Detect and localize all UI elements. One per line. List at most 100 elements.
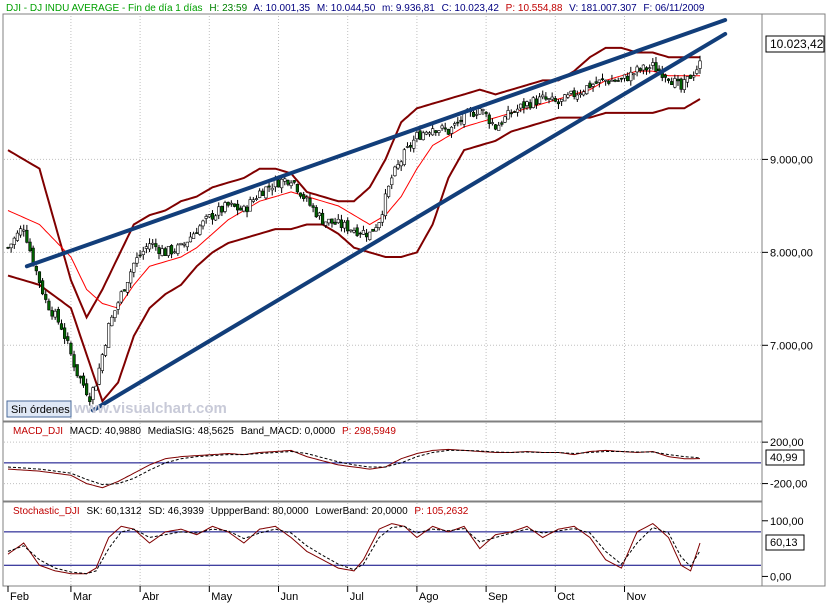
candle-body — [424, 131, 428, 135]
candle — [264, 186, 268, 200]
candle-body — [9, 243, 13, 249]
candle-body — [390, 177, 394, 186]
candle-body — [352, 230, 356, 233]
candle — [544, 92, 548, 101]
main-header-h: H: 23:59 — [209, 3, 247, 14]
candle-body — [311, 205, 315, 208]
candle-body — [258, 190, 262, 198]
last-price-marker: 10.023,42 — [765, 35, 825, 53]
candle-body — [239, 207, 243, 211]
candle — [147, 238, 152, 253]
orders-button-label: Sin órdenes — [11, 404, 70, 416]
stoch-header-sd: SD: 46,3939 — [148, 506, 204, 517]
trendline-lower — [90, 31, 728, 413]
candle-body — [327, 218, 331, 224]
candle — [94, 385, 98, 391]
candle — [487, 112, 491, 129]
candle — [431, 124, 435, 136]
candle — [607, 79, 611, 86]
candle — [415, 128, 419, 143]
candle-body — [500, 122, 504, 125]
candle — [355, 224, 359, 237]
candle — [692, 71, 696, 81]
candle-body — [169, 245, 174, 255]
stoch-header: Stochastic_DJI SK: 60,1312 SD: 46,3939 U… — [13, 506, 469, 517]
main-header: DJI - DJ INDU AVERAGE - Fin de día 1 día… — [6, 3, 705, 14]
candle — [22, 224, 26, 237]
candle-body — [380, 214, 384, 223]
candle-body — [525, 101, 529, 106]
macd-tick-label: -200,00 — [770, 479, 807, 491]
candle-body — [412, 139, 416, 149]
candle-body — [78, 375, 82, 379]
candle — [15, 230, 20, 242]
candle — [616, 77, 620, 82]
candle-body — [673, 78, 677, 88]
candle-body — [663, 74, 667, 78]
candle-body — [69, 342, 73, 355]
candle-body — [135, 257, 139, 264]
candle-body — [604, 79, 608, 82]
candle — [358, 231, 362, 238]
candle-body — [107, 323, 111, 348]
macd-tick-label: 200,00 — [770, 437, 804, 449]
macd-last-label: 40,99 — [770, 452, 798, 464]
candle — [327, 218, 331, 226]
candle-body — [56, 309, 60, 323]
candle — [528, 99, 532, 110]
candle — [116, 300, 120, 315]
candle — [440, 123, 444, 131]
orders-button-bg[interactable] — [6, 400, 72, 418]
candle-body — [110, 316, 114, 327]
candle — [195, 227, 199, 234]
orders-button[interactable]: Sin órdenes — [6, 400, 72, 418]
candle-body — [232, 203, 237, 207]
candle-body — [160, 248, 164, 256]
candle-body — [421, 132, 425, 141]
candle — [292, 179, 296, 185]
candle-body — [251, 199, 255, 202]
candle — [626, 72, 630, 82]
candle-body — [6, 247, 10, 249]
candle — [154, 238, 158, 251]
candle-body — [305, 196, 309, 199]
candle — [72, 350, 76, 372]
candle — [550, 92, 554, 102]
candle-body — [116, 302, 120, 310]
candle-body — [569, 90, 573, 94]
month-label-May: May — [211, 591, 232, 603]
candle-body — [399, 161, 403, 167]
candle-body — [572, 90, 576, 97]
candle — [37, 271, 42, 288]
candle-body — [320, 212, 325, 225]
price-label-8000: 8.000,00 — [770, 247, 813, 259]
candle-body — [138, 254, 142, 257]
candle — [144, 243, 149, 254]
macd-last-box — [765, 449, 805, 466]
candle — [40, 278, 45, 296]
candle-body — [553, 98, 557, 102]
candle-body — [449, 126, 454, 134]
candle — [427, 131, 432, 137]
candle-body — [358, 232, 362, 235]
candle — [641, 64, 645, 75]
candle-body — [94, 385, 98, 391]
candle — [314, 205, 318, 219]
stoch-panel-frame — [2, 501, 763, 587]
candle-body — [632, 73, 636, 76]
candle — [534, 95, 539, 109]
watermark: www.visualchart.com — [73, 400, 227, 417]
candle — [396, 159, 400, 171]
candle-body — [676, 78, 680, 82]
candle-body — [497, 124, 501, 131]
candle-body — [185, 241, 189, 248]
candle — [541, 90, 545, 100]
candle — [280, 177, 284, 194]
candle — [204, 214, 208, 224]
candle-body — [528, 102, 532, 109]
candle-body — [459, 119, 463, 122]
candle — [449, 126, 454, 138]
candle-body — [437, 130, 441, 133]
candle — [56, 306, 60, 325]
